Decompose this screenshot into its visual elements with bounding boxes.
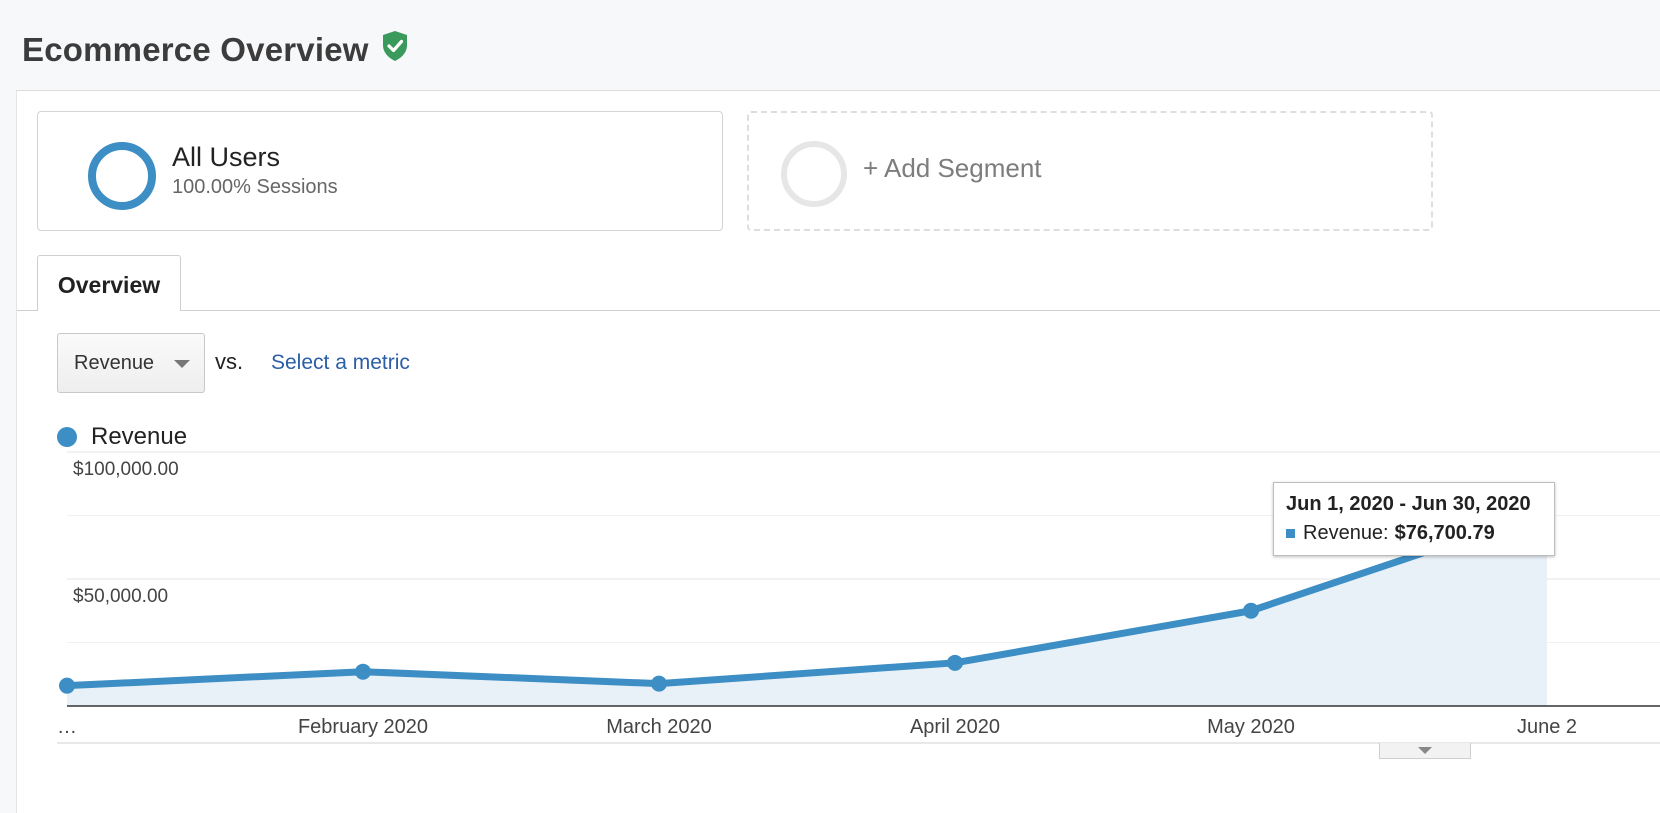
chevron-down-icon [1418,747,1432,754]
select-metric-link[interactable]: Select a metric [271,351,410,374]
tooltip-value: $76,700.79 [1394,522,1495,544]
data-point [59,677,75,694]
data-point [1243,602,1259,619]
x-tick-label: June 2 [1517,716,1577,738]
revenue-area [67,511,1547,706]
vs-label: vs. [215,349,244,374]
revenue-line [66,507,1549,690]
series-square-icon [1286,529,1295,538]
x-tick-label: May 2020 [1207,716,1295,738]
chart-expand-handle[interactable] [1379,743,1471,759]
legend-dot-icon [57,427,77,447]
legend-label: Revenue [91,423,188,450]
tab-divider [17,310,1660,311]
segment-sessions: 100.00% Sessions [172,176,338,198]
segment-ring-icon [88,142,156,210]
tooltip-date-range: Jun 1, 2020 - Jun 30, 2020 [1286,493,1531,515]
data-point [355,663,371,680]
data-point [947,654,963,671]
tooltip-label: Revenue: [1303,522,1389,544]
chart-tooltip: Jun 1, 2020 - Jun 30, 2020 Revenue: $76,… [1273,482,1555,556]
page-title-text: Ecommerce Overview [22,31,369,68]
segment-name: All Users [172,142,281,172]
x-tick-label: April 2020 [910,716,1000,738]
tab-overview[interactable]: Overview [37,255,181,311]
page-title: Ecommerce Overview [22,30,409,70]
metric-dropdown[interactable]: Revenue [57,333,205,393]
metric-dropdown-value: Revenue [74,351,155,374]
data-point [651,675,667,692]
verified-shield-icon [381,30,409,70]
report-panel: All Users 100.00% Sessions + Add Segment… [16,90,1660,813]
add-segment-label: + Add Segment [863,153,1042,183]
x-tick-label: February 2020 [298,716,428,738]
y-tick-label: $100,000.00 [73,459,179,480]
tooltip-row: Revenue: $76,700.79 [1286,522,1542,545]
segment-card-all-users[interactable]: All Users 100.00% Sessions [37,111,723,231]
revenue-chart: $100,000.00 $50,000.00 … February 2020 March… [57,451,1660,744]
add-segment-button[interactable]: + Add Segment [747,111,1433,231]
empty-segment-ring-icon [781,141,847,207]
x-tick-label: March 2020 [606,716,712,738]
y-tick-label: $50,000.00 [73,586,168,607]
caret-down-icon [174,360,190,368]
x-tick-label: … [57,716,77,738]
